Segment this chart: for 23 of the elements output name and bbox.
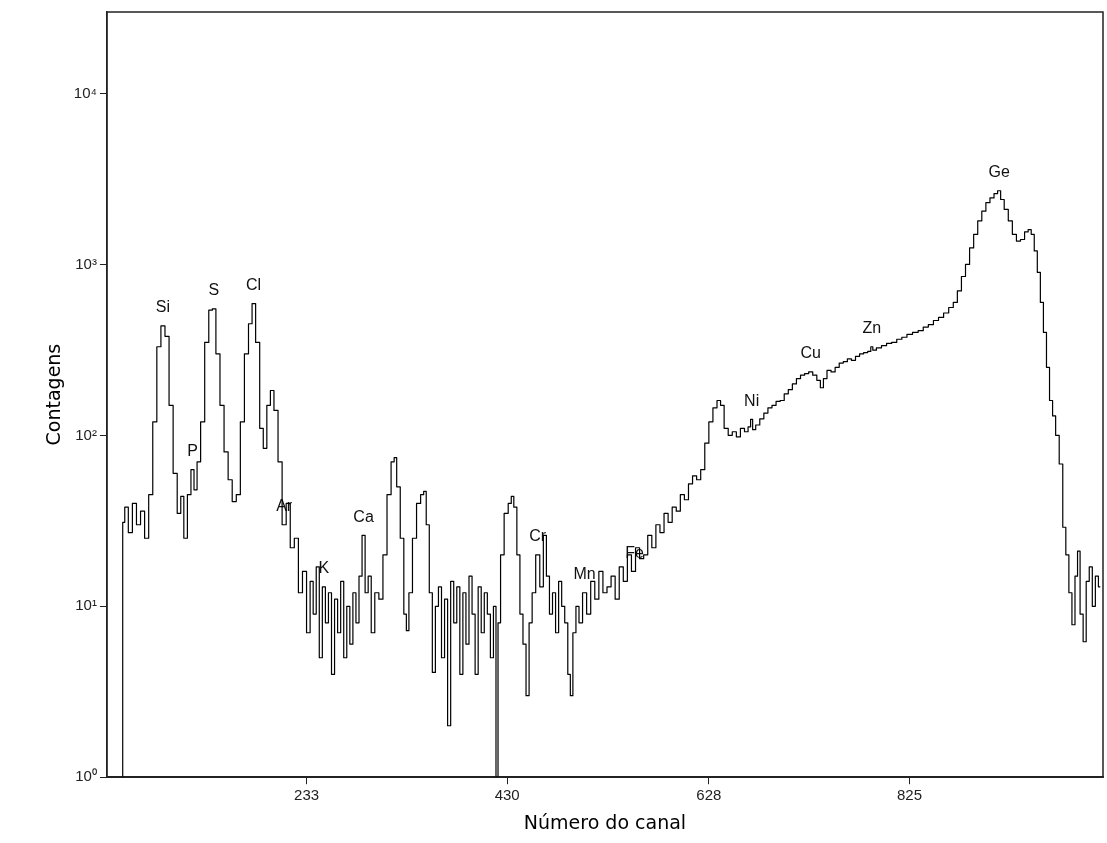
annotation: S [208,281,220,299]
annotation: K [318,559,330,577]
y-tick-label: 10⁴ [73,83,97,101]
y-axis-title: Contagens [42,343,65,446]
y-tick-label: 10⁰ [75,767,97,785]
x-axis-title: Número do canal [523,810,687,833]
x-tick-label: 628 [696,786,722,804]
annotation: P [187,442,198,460]
annotation: Si [155,298,171,316]
annotation: Ni [744,391,760,409]
y-tick-label: 10³ [75,254,97,272]
annotation: Ca [353,507,374,525]
x-tick-label: 825 [896,786,923,804]
annotation: Cu [800,344,821,362]
annotation: Cr [529,527,547,545]
annotation: Ge [988,163,1010,181]
x-tick-label: 233 [294,786,320,804]
annotation: Mn [573,565,596,583]
x-tick-label: 430 [494,786,520,804]
y-tick-label: 10¹ [75,596,97,614]
annotation: Cl [246,276,262,294]
annotation: Zn [862,319,882,337]
y-tick-label: 10² [75,425,97,443]
